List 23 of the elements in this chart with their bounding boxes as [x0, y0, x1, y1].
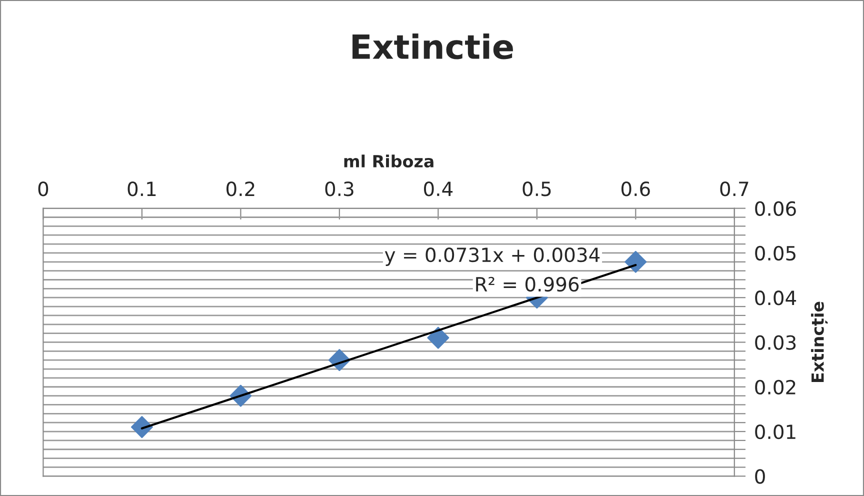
- x-tick-label: 0.3: [325, 182, 354, 196]
- x-tick-label: 0.2: [226, 182, 254, 196]
- y-tick-label: 0.06: [755, 201, 796, 216]
- point: [130, 416, 153, 438]
- point: [624, 250, 647, 273]
- y-tick-label: 0.01: [755, 424, 796, 440]
- y-tick-label: 0.03: [755, 335, 796, 350]
- x-tick-label: 0: [38, 182, 48, 196]
- x-axis-title: ml Riboza: [344, 154, 434, 168]
- x-tick-label: 0.1: [128, 182, 156, 196]
- y-axis-title: Extincție: [811, 302, 828, 382]
- x-tick-label: 0.7: [720, 182, 748, 196]
- annotation: y = 0.0731x + 0.0034: [384, 247, 600, 266]
- y-tick-label: 0: [755, 469, 765, 484]
- x-tick-label: 0.5: [522, 182, 551, 196]
- x-tick-label: 0.6: [621, 182, 650, 196]
- annotation: R² = 0.996: [476, 276, 579, 292]
- y-tick-label: 0.04: [755, 290, 796, 306]
- chart-title: Extinctie: [352, 33, 513, 60]
- y-tick-label: 0.02: [755, 380, 796, 395]
- y-tick-label: 0.05: [755, 246, 796, 261]
- point: [427, 326, 450, 349]
- x-tick-label: 0.4: [424, 182, 453, 196]
